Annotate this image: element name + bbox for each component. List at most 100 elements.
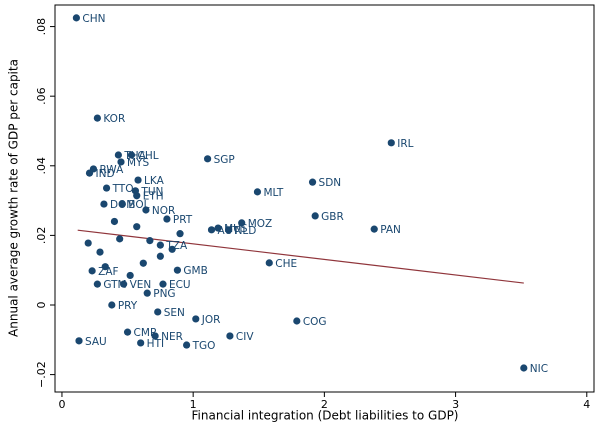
- point: [159, 280, 167, 288]
- point: [114, 151, 122, 159]
- point-label: VEN: [130, 279, 152, 291]
- point-label: IND: [96, 168, 115, 180]
- point-label: MYS: [127, 157, 149, 169]
- point: [370, 225, 378, 233]
- y-tick-label: .04: [35, 157, 48, 175]
- point-label: MOZ: [248, 218, 273, 230]
- point-label: ECU: [169, 279, 191, 291]
- point: [108, 301, 116, 309]
- point-label: SEN: [164, 307, 185, 319]
- point: [116, 235, 124, 243]
- point: [96, 248, 104, 256]
- point-label: IRL: [397, 138, 413, 150]
- point-label: SAU: [85, 336, 107, 348]
- point: [293, 317, 301, 325]
- point-label: TUN: [140, 186, 163, 198]
- point-label: SGP: [214, 154, 235, 166]
- point: [163, 215, 171, 223]
- point: [156, 252, 164, 260]
- point-label: PRT: [173, 214, 193, 226]
- point: [123, 328, 132, 336]
- point: [142, 206, 150, 214]
- y-tick-label: 0: [35, 301, 48, 308]
- y-axis-title: Annual average growth rate of GDP per ca…: [7, 59, 21, 337]
- point-label: PNG: [153, 288, 175, 300]
- point: [192, 315, 200, 323]
- point-label: TTO: [112, 183, 134, 195]
- point: [93, 280, 101, 288]
- point: [520, 364, 528, 372]
- point: [137, 339, 145, 347]
- point: [168, 245, 176, 253]
- point: [118, 200, 126, 208]
- point-label: TGO: [192, 340, 216, 352]
- point: [110, 217, 119, 226]
- point: [156, 241, 164, 249]
- point-label: PRY: [118, 300, 138, 312]
- point: [93, 114, 101, 122]
- point-label: COG: [303, 316, 327, 328]
- point-label: GMB: [183, 265, 207, 277]
- point: [75, 337, 83, 345]
- y-tick-label: −.02: [35, 361, 48, 388]
- x-tick-label: 3: [452, 398, 459, 411]
- point: [100, 200, 108, 208]
- point-label: MLT: [263, 187, 283, 199]
- point-label: CHE: [275, 258, 297, 270]
- point-label: CHL: [137, 150, 158, 162]
- point: [72, 14, 80, 22]
- point: [133, 223, 141, 231]
- point: [101, 263, 109, 271]
- point: [203, 155, 212, 163]
- y-tick-label: .08: [35, 18, 48, 36]
- point-label: LKA: [144, 175, 165, 187]
- point-label: NIC: [530, 363, 548, 375]
- point: [224, 226, 233, 234]
- point-label: JOR: [201, 314, 221, 326]
- point: [308, 178, 317, 186]
- point: [176, 230, 184, 238]
- point: [88, 267, 96, 275]
- point: [143, 289, 151, 297]
- point: [253, 188, 262, 196]
- x-tick-label: 2: [321, 398, 328, 411]
- point-label: AUT: [218, 225, 240, 237]
- point: [154, 308, 162, 316]
- y-tick-label: .02: [35, 227, 48, 245]
- point: [311, 212, 319, 220]
- plot-frame: [54, 4, 595, 393]
- point-label: KOR: [103, 113, 125, 125]
- point: [238, 219, 246, 227]
- point-label: ETH: [143, 191, 164, 203]
- point-label: CHN: [82, 13, 105, 25]
- point: [151, 332, 159, 340]
- x-tick-label: 0: [58, 398, 65, 411]
- point: [133, 192, 141, 200]
- point-label: NLD: [235, 225, 257, 237]
- x-axis-title: Financial integration (Debt liabilities …: [192, 409, 459, 423]
- point-label: RWA: [99, 164, 124, 176]
- point-label: CIV: [236, 331, 254, 343]
- point: [120, 280, 128, 288]
- point: [134, 176, 142, 184]
- point-label: SDN: [319, 177, 342, 189]
- point: [117, 158, 125, 166]
- point: [207, 226, 216, 234]
- point-label: GBR: [321, 211, 344, 223]
- x-tick-label: 1: [190, 398, 197, 411]
- point-label: NOR: [152, 205, 175, 217]
- point-label: NER: [161, 331, 183, 343]
- point: [265, 259, 273, 267]
- point: [126, 271, 134, 280]
- point: [127, 151, 136, 159]
- point: [387, 139, 395, 147]
- point-label: MUS: [224, 223, 248, 235]
- point-label: CMR: [134, 327, 158, 339]
- point: [146, 237, 154, 245]
- point: [214, 224, 222, 232]
- point: [183, 341, 191, 349]
- point: [139, 259, 147, 267]
- point: [102, 184, 111, 192]
- y-tick-label: .06: [35, 87, 48, 105]
